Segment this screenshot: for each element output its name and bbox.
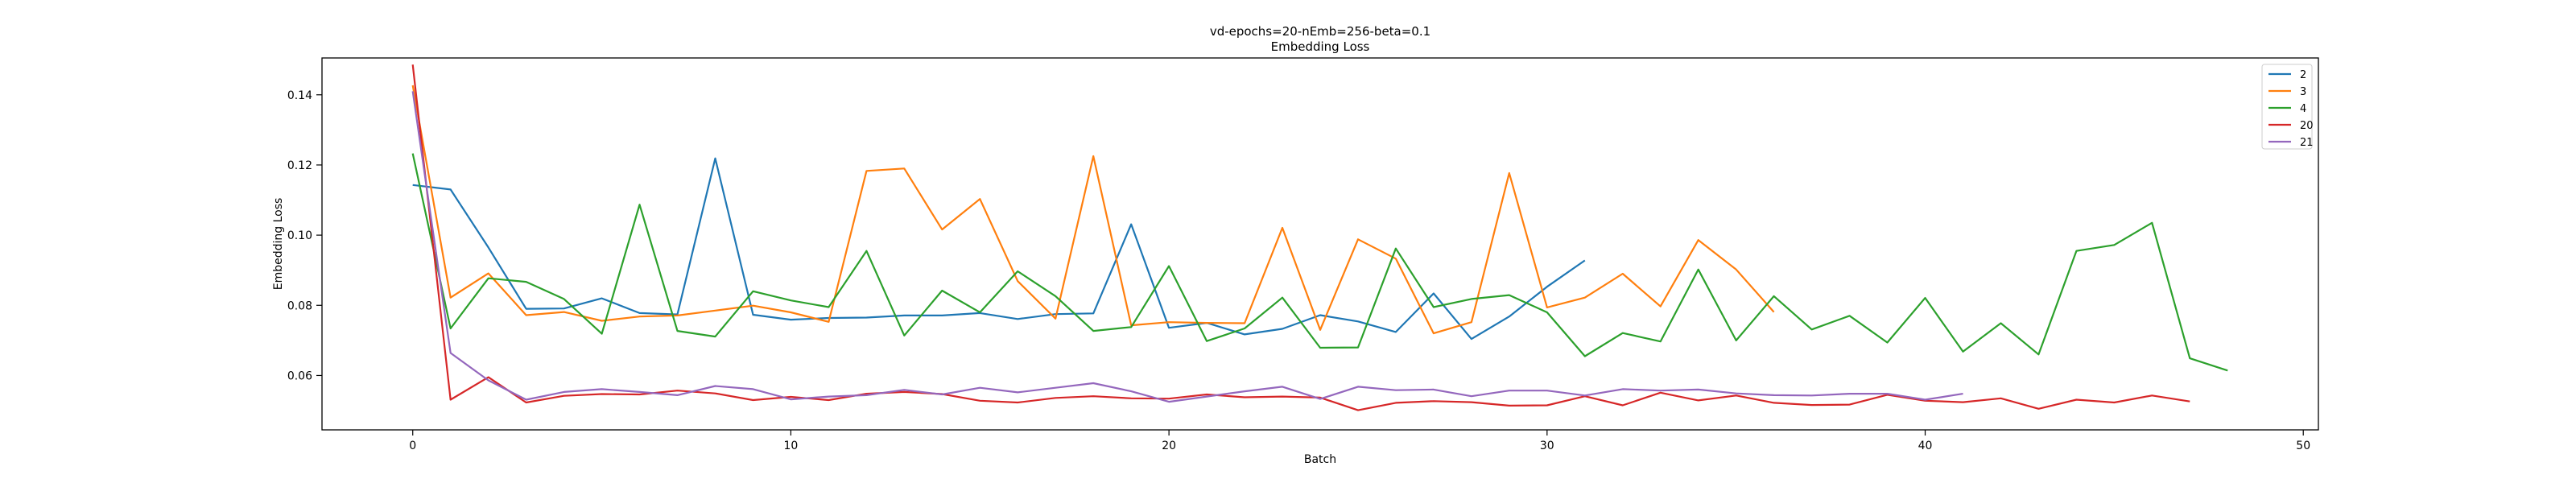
y-axis-label: Embedding Loss [272,198,285,291]
x-axis-label: Batch [1304,453,1336,466]
legend: 2 3 4 20 21 [2261,64,2314,150]
legend-label-20: 20 [2300,120,2314,132]
legend-label-21: 21 [2300,137,2314,149]
x-tick-label: 20 [1162,440,1176,452]
legend-label-3: 3 [2300,86,2306,98]
series-line-20 [411,64,2190,411]
x-axis-ticks: 0 10 20 30 40 50 [409,430,2310,452]
x-tick-label: 40 [1918,440,1933,452]
x-tick-label: 0 [409,440,416,452]
series-line-2 [412,157,1586,341]
x-tick-label: 10 [784,440,799,452]
series-lines [411,64,2228,411]
legend-label-4: 4 [2300,103,2306,115]
chart-subtitle: Embedding Loss [1271,39,1370,54]
y-tick-label: 0.06 [287,369,312,382]
y-tick-label: 0.12 [287,159,312,172]
y-tick-label: 0.10 [287,229,312,242]
y-tick-label: 0.08 [287,299,312,312]
plot-area-frame [321,57,2319,431]
y-tick-label: 0.14 [287,89,312,102]
series-line-4 [411,153,2228,372]
x-tick-label: 30 [1540,440,1554,452]
series-line-3 [411,85,1775,335]
chart-title: vd-epochs=20-nEmb=256-beta=0.1 [1210,24,1430,39]
y-axis-ticks: 0.06 0.08 0.10 0.12 0.14 [287,89,322,382]
legend-label-2: 2 [2300,69,2306,81]
legend-frame [2261,64,2313,150]
series-line-21 [411,91,1963,403]
x-tick-label: 50 [2296,440,2310,452]
